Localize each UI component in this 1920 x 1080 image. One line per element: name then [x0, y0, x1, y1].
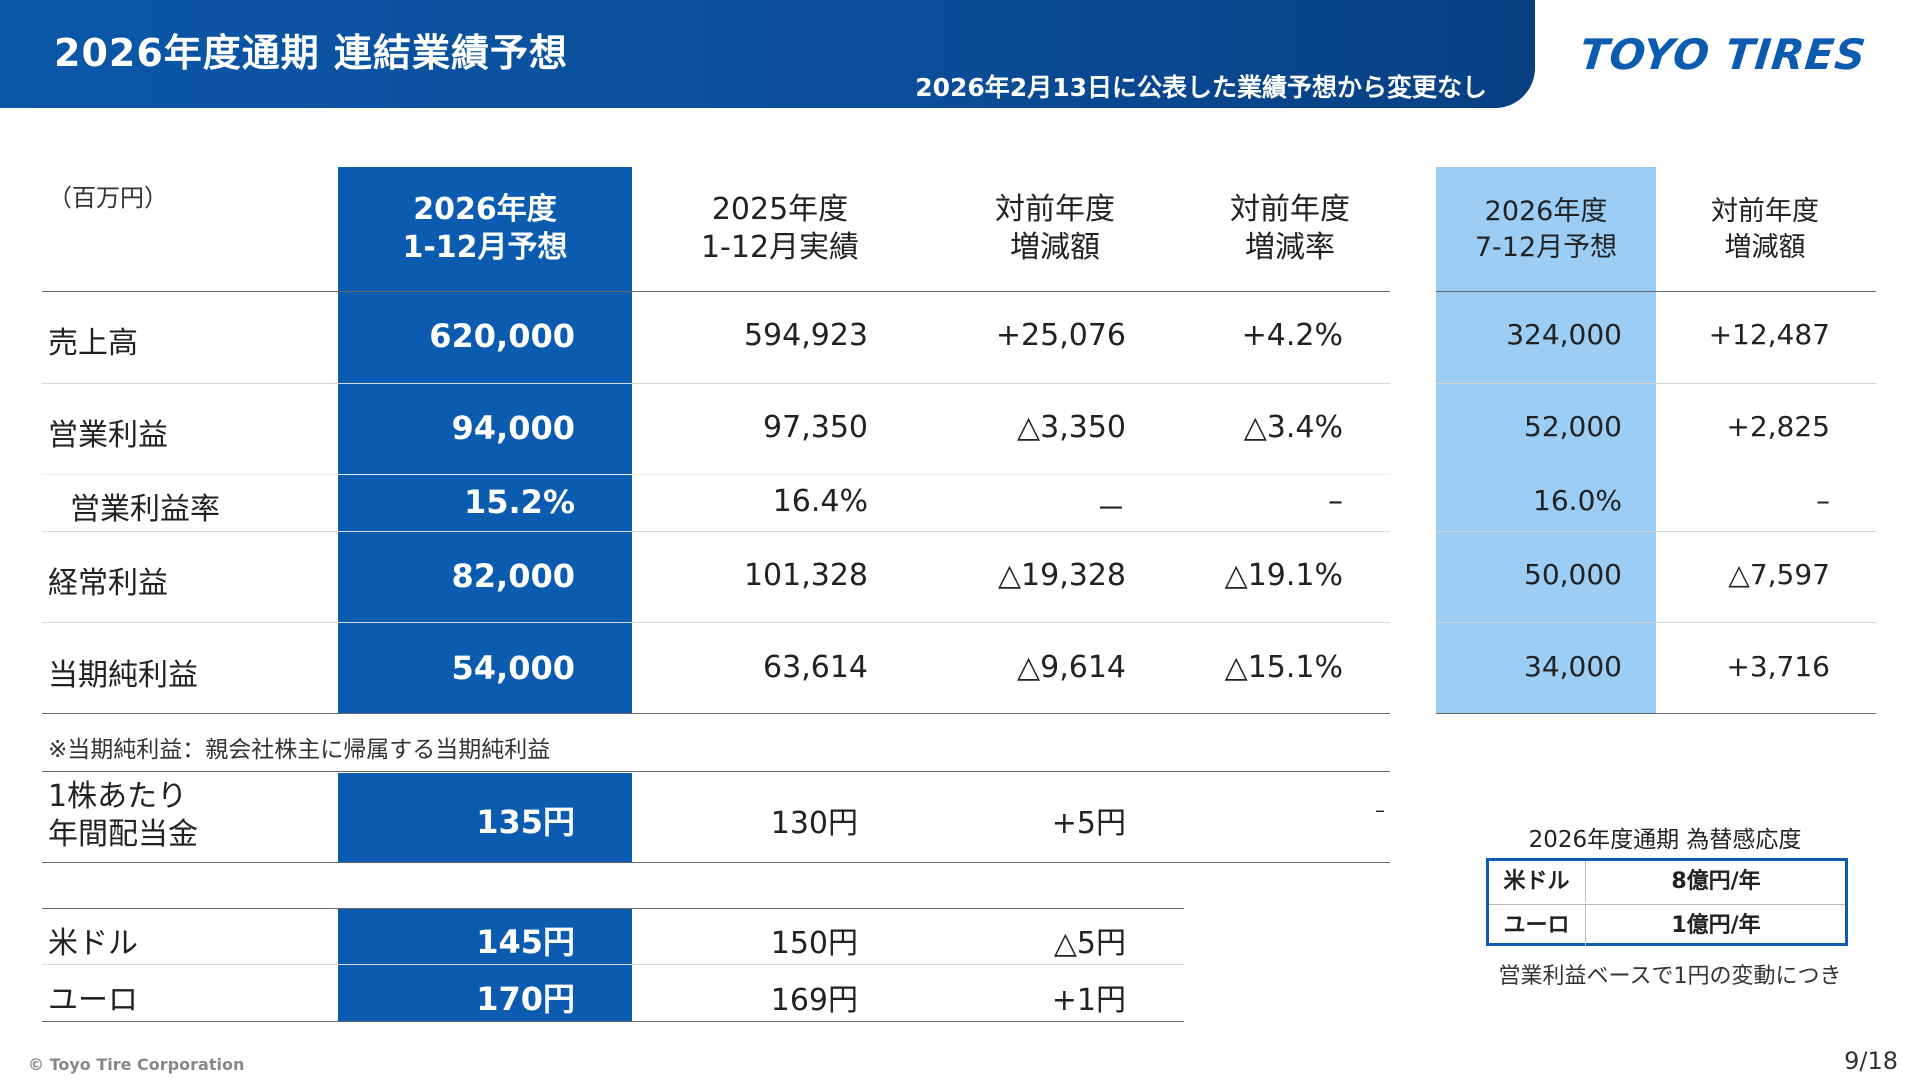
- row-divider: [42, 474, 1390, 475]
- header-divider-right: [1436, 291, 1876, 292]
- table-cell: △7,597: [1728, 558, 1830, 591]
- table-cell: －: [1096, 492, 1126, 527]
- sensitivity-title: 2026年度通期 為替感応度: [1528, 827, 1802, 853]
- dividend-forecast-bg: [338, 773, 632, 863]
- table-cell: △15.1%: [1224, 650, 1343, 685]
- table-cell: +12,487: [1708, 318, 1830, 351]
- page-title: 2026年度通期 連結業績予想: [54, 31, 568, 75]
- dividend-top-divider: [42, 771, 1390, 772]
- copyright: © Toyo Tire Corporation: [28, 1055, 245, 1074]
- row-label-usd: 米ドル: [48, 926, 138, 961]
- sensitivity-currency: ユーロ: [1503, 913, 1570, 938]
- sensitivity-value: 8億円/年: [1585, 861, 1846, 902]
- table-cell: △3.4%: [1243, 410, 1343, 445]
- col-header-2025-actual: 2025年度 1-12月実績: [700, 192, 860, 265]
- table-cell: 170円: [476, 980, 575, 1018]
- page-subtitle: 2026年2月13日に公表した業績予想から変更なし: [915, 73, 1487, 102]
- col-header-h2-forecast: 2026年度 7-12月予想: [1474, 196, 1618, 263]
- table-cell: 101,328: [743, 558, 868, 593]
- company-logo: TOYO TIRES: [1577, 30, 1869, 79]
- table-cell: 82,000: [451, 557, 575, 595]
- table-cell: 594,923: [743, 318, 868, 353]
- table-cell: 50,000: [1524, 558, 1622, 591]
- fx-forecast-bg: [338, 908, 632, 1022]
- table-cell: 63,614: [763, 650, 868, 685]
- table-cell: –: [1816, 484, 1830, 517]
- col-header-yoy-change: 対前年度 増減額: [995, 192, 1115, 265]
- table-bottom-divider-right: [1436, 713, 1876, 714]
- sensitivity-currency: 米ドル: [1503, 869, 1570, 894]
- col-header-yoy-rate: 対前年度 増減率: [1230, 192, 1350, 265]
- sensitivity-row-eur: ユーロ 1億円/年: [1489, 905, 1845, 946]
- table-cell: +1円: [1051, 983, 1126, 1018]
- row-label-eur: ユーロ: [48, 983, 138, 1018]
- table-cell: 16.0%: [1533, 484, 1622, 517]
- sensitivity-divider: [1489, 904, 1845, 905]
- table-cell: 15.2%: [463, 483, 575, 521]
- sensitivity-note: 営業利益ベースで1円の変動につき: [1498, 964, 1842, 989]
- row-label-ordinary-income: 経常利益: [48, 566, 168, 601]
- table-cell: △19,328: [997, 558, 1126, 593]
- table-cell: 94,000: [451, 409, 575, 447]
- header-divider: [42, 291, 1390, 292]
- row-divider: [1436, 622, 1876, 623]
- table-cell: 135円: [476, 803, 575, 841]
- row-label-operating-income: 営業利益: [48, 418, 168, 453]
- table-cell: 620,000: [429, 317, 575, 355]
- table-cell: △9,614: [1017, 650, 1126, 685]
- sensitivity-row-usd: 米ドル 8億円/年: [1489, 861, 1845, 902]
- table-cell: 97,350: [763, 410, 868, 445]
- table-cell: 150円: [770, 926, 858, 961]
- col-header-h2-yoy-change: 対前年度 増減額: [1711, 196, 1819, 263]
- table-cell: +2,825: [1726, 410, 1830, 443]
- table-cell: 145円: [476, 923, 575, 961]
- net-income-note: ※当期純利益：親会社株主に帰属する当期純利益: [48, 737, 551, 763]
- table-cell: 34,000: [1524, 650, 1622, 683]
- table-cell: 54,000: [451, 649, 575, 687]
- table-cell: 324,000: [1506, 318, 1622, 351]
- header-banner: 2026年度通期 連結業績予想 2026年2月13日に公表した業績予想から変更な…: [0, 0, 1535, 108]
- table-cell: △5円: [1053, 926, 1126, 961]
- sensitivity-value: 1億円/年: [1585, 905, 1846, 946]
- fx-bottom-divider: [42, 1021, 1184, 1022]
- row-divider: [42, 383, 1390, 384]
- col-header-2026-forecast: 2026年度 1-12月予想: [402, 192, 568, 265]
- row-divider: [42, 622, 1390, 623]
- row-divider: [42, 531, 1390, 532]
- row-divider: [1436, 383, 1876, 384]
- table-cell: –: [1328, 484, 1343, 519]
- dividend-bottom-divider: [42, 862, 1390, 863]
- row-label-operating-margin: 営業利益率: [70, 492, 220, 527]
- page-number: 9/18: [1844, 1047, 1898, 1075]
- table-cell: +4.2%: [1241, 318, 1343, 353]
- table-cell: △19.1%: [1224, 558, 1343, 593]
- table-cell: +5円: [1051, 806, 1126, 841]
- sensitivity-table: 米ドル 8億円/年 ユーロ 1億円/年: [1486, 858, 1848, 946]
- unit-label: （百万円）: [48, 184, 168, 212]
- row-divider: [42, 964, 1184, 965]
- table-bottom-divider: [42, 713, 1390, 714]
- row-label-dividend: 1株あたり 年間配当金: [48, 779, 198, 852]
- row-divider: [1436, 531, 1876, 532]
- table-cell: 169円: [770, 983, 858, 1018]
- table-cell: +3,716: [1726, 650, 1830, 683]
- table-cell: +25,076: [995, 318, 1126, 353]
- table-cell: △3,350: [1017, 410, 1126, 445]
- row-label-net-sales: 売上高: [48, 326, 138, 361]
- table-cell: –: [1375, 798, 1385, 822]
- row-label-net-income: 当期純利益: [48, 658, 198, 693]
- table-cell: 52,000: [1524, 410, 1622, 443]
- table-cell: 130円: [770, 806, 858, 841]
- table-cell: 16.4%: [772, 484, 868, 519]
- fx-top-divider: [42, 908, 1184, 909]
